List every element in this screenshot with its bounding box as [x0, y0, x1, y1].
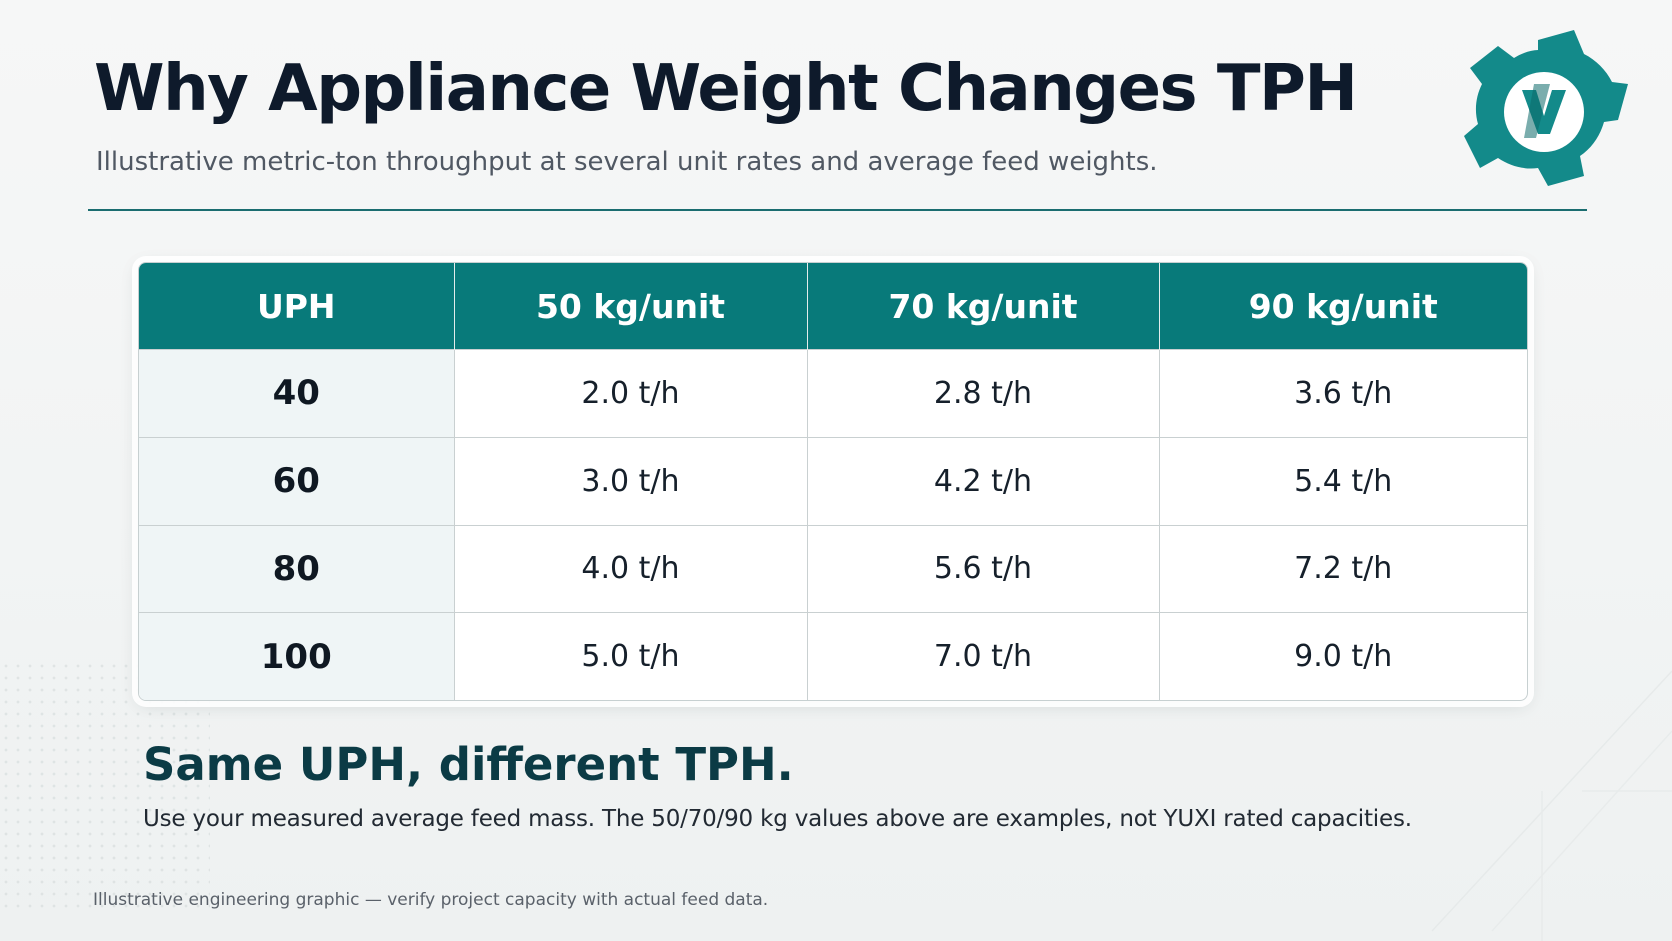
callout-heading: Same UPH, different TPH. [143, 738, 794, 791]
table-cell: 3.0 t/h [454, 436, 808, 525]
table-cell: 7.0 t/h [807, 612, 1160, 700]
row-header-uph: 80 [139, 524, 455, 613]
throughput-table-card: UPH 50 kg/unit 70 kg/unit 90 kg/unit 40 … [138, 262, 1528, 701]
gear-logo-icon [1464, 30, 1628, 186]
table-cell: 4.0 t/h [454, 524, 808, 613]
footnote: Illustrative engineering graphic — verif… [93, 890, 769, 910]
column-header-70kg: 70 kg/unit [807, 263, 1160, 350]
table-row: 40 2.0 t/h 2.8 t/h 3.6 t/h [139, 349, 1527, 438]
table-cell: 2.8 t/h [807, 349, 1160, 438]
table-cell: 4.2 t/h [807, 436, 1160, 525]
table-row: 100 5.0 t/h 7.0 t/h 9.0 t/h [139, 612, 1527, 700]
table-row: 80 4.0 t/h 5.6 t/h 7.2 t/h [139, 524, 1527, 613]
row-header-uph: 100 [139, 612, 455, 700]
table-cell: 9.0 t/h [1159, 612, 1527, 700]
decorative-dot-pattern [0, 660, 210, 910]
table-row: 60 3.0 t/h 4.2 t/h 5.4 t/h [139, 436, 1527, 525]
title-divider [88, 209, 1587, 211]
decorative-lines [1431, 670, 1672, 941]
row-header-uph: 40 [139, 349, 455, 438]
table-cell: 5.4 t/h [1159, 436, 1527, 525]
column-header-50kg: 50 kg/unit [454, 263, 808, 350]
table-cell: 7.2 t/h [1159, 524, 1527, 613]
table-cell: 2.0 t/h [454, 349, 808, 438]
callout-text: Use your measured average feed mass. The… [143, 806, 1412, 832]
column-header-90kg: 90 kg/unit [1159, 263, 1527, 350]
table-cell: 3.6 t/h [1159, 349, 1527, 438]
table-header-row: UPH 50 kg/unit 70 kg/unit 90 kg/unit [139, 263, 1527, 350]
table-cell: 5.0 t/h [454, 612, 808, 700]
table-cell: 5.6 t/h [807, 524, 1160, 613]
page-subtitle: Illustrative metric-ton throughput at se… [96, 147, 1158, 177]
column-header-uph: UPH [139, 263, 455, 350]
throughput-table: UPH 50 kg/unit 70 kg/unit 90 kg/unit 40 … [139, 263, 1527, 700]
row-header-uph: 60 [139, 436, 455, 525]
page-title: Why Appliance Weight Changes TPH [94, 52, 1358, 126]
